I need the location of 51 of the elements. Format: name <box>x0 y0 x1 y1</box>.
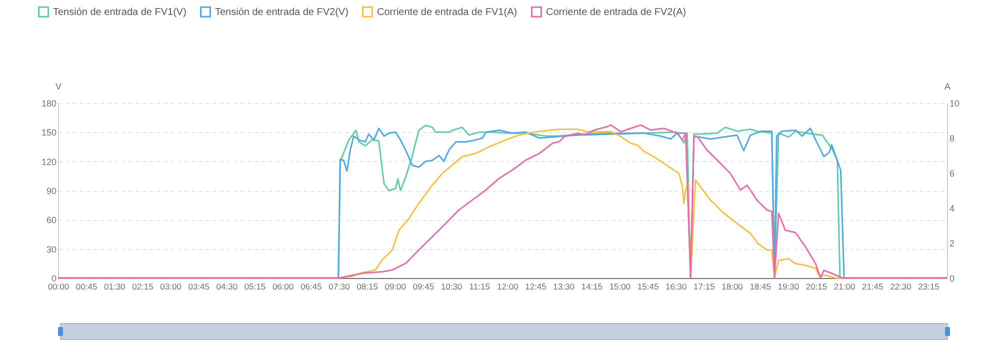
y2-tick-label: 4 <box>950 204 955 214</box>
y-tick-label: 0 <box>51 274 56 284</box>
x-tick-label: 05:15 <box>244 282 266 292</box>
x-tick-label: 02:15 <box>132 282 154 292</box>
x-tick-label: 01:30 <box>104 282 126 292</box>
y2-axis-title: A <box>944 82 951 92</box>
x-tick-label: 03:45 <box>188 282 210 292</box>
x-tick-label: 07:30 <box>328 282 350 292</box>
x-tick-label: 16:30 <box>665 282 688 292</box>
x-tick-label: 03:00 <box>160 282 182 292</box>
legend-label: Corriente de entrada de FV1(A) <box>377 6 518 18</box>
x-tick-label: 22:30 <box>890 282 912 292</box>
x-tick-label: 18:00 <box>722 282 744 292</box>
y-tick-label: 60 <box>46 215 56 226</box>
x-tick-label: 15:45 <box>637 282 659 292</box>
x-tick-label: 15:00 <box>609 282 631 292</box>
x-tick-label: 20:15 <box>806 282 828 292</box>
legend-label: Tensión de entrada de FV2(V) <box>215 6 348 18</box>
x-tick-label: 14:15 <box>581 282 603 292</box>
y-tick-label: 180 <box>41 98 56 108</box>
y-tick-label: 150 <box>41 128 56 138</box>
x-tick-label: 21:45 <box>862 282 884 292</box>
x-tick-label: 12:00 <box>497 282 519 292</box>
x-tick-label: 11:15 <box>469 282 490 292</box>
y2-tick-label: 0 <box>950 274 955 284</box>
x-tick-label: 08:15 <box>356 282 378 292</box>
x-tick-label: 13:30 <box>553 282 575 292</box>
x-tick-label: 00:45 <box>76 282 98 292</box>
x-tick-label: 17:15 <box>694 282 716 292</box>
y2-tick-label: 10 <box>950 98 960 108</box>
y-tick-label: 90 <box>46 186 56 196</box>
x-tick-label: 10:30 <box>440 282 462 292</box>
x-tick-label: 00:00 <box>48 282 70 292</box>
x-tick-label: 06:00 <box>272 282 294 292</box>
x-tick-label: 23:15 <box>918 282 940 292</box>
x-tick-label: 19:30 <box>778 282 800 292</box>
legend-label: Tensión de entrada de FV1(V) <box>53 6 186 18</box>
x-tick-label: 12:45 <box>525 282 547 292</box>
x-tick-label: 18:45 <box>750 282 772 292</box>
legend-label: Corriente de entrada de FV2(A) <box>546 6 686 18</box>
x-tick-label: 09:45 <box>412 282 434 292</box>
y-tick-label: 120 <box>41 156 56 167</box>
y-axis-title: V <box>55 82 62 92</box>
x-tick-label: 06:45 <box>300 282 322 292</box>
x-tick-label: 09:00 <box>384 282 406 292</box>
y2-tick-label: 8 <box>950 134 955 144</box>
x-tick-label: 04:30 <box>216 282 238 292</box>
x-tick-label: 21:00 <box>834 282 856 292</box>
y-tick-label: 30 <box>46 244 56 254</box>
y2-tick-label: 2 <box>950 238 955 248</box>
y2-tick-label: 6 <box>950 168 955 178</box>
